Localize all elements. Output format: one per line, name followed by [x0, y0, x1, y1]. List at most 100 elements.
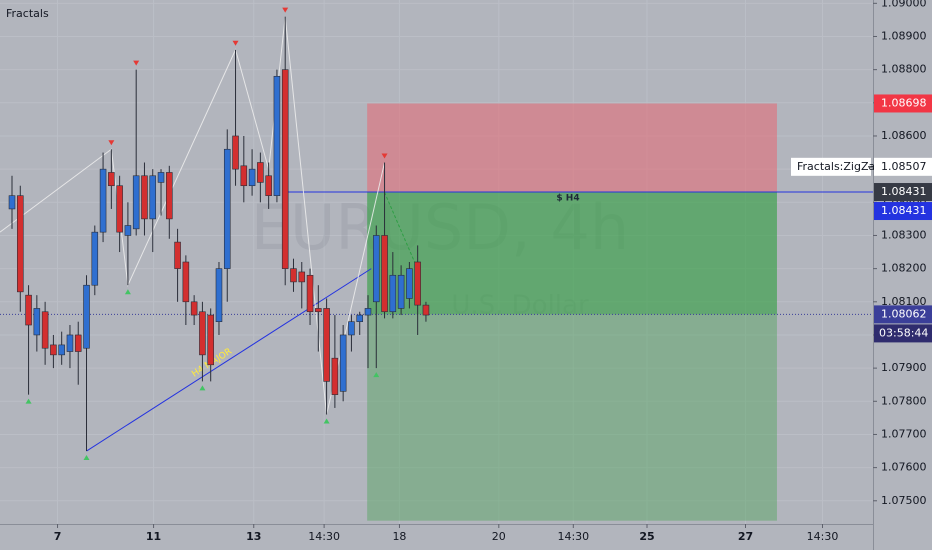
y-tick-label: 1.08600	[881, 129, 927, 142]
candle-body	[25, 294, 32, 326]
x-tick-label: 7	[54, 530, 62, 543]
candle-body	[207, 314, 214, 366]
candle-body	[157, 172, 165, 183]
candle-body	[99, 168, 107, 233]
stop-zone	[367, 103, 777, 193]
indicator-label: Fractals	[6, 7, 49, 20]
candle-body	[108, 172, 115, 187]
y-tick-label: 1.08800	[881, 63, 927, 76]
candle-body	[124, 225, 132, 236]
x-tick-label: 18	[392, 530, 406, 543]
countdown-box	[874, 324, 932, 343]
candle-body	[265, 175, 272, 196]
candle-body	[215, 268, 223, 322]
candle-body	[182, 261, 190, 303]
y-tick-label: 1.07800	[881, 394, 927, 407]
price-axis	[873, 0, 932, 550]
fractal-low	[199, 385, 206, 391]
candle-body	[257, 162, 264, 183]
zigzag-price-label-box	[874, 157, 932, 176]
candle-body	[190, 301, 198, 316]
y-tick-label: 1.09000	[881, 0, 927, 9]
current-price-label: 1.08062	[881, 307, 927, 320]
y-tick-label: 1.07500	[881, 494, 927, 507]
y-tick-label: 1.08900	[881, 29, 927, 42]
candle-body	[356, 314, 363, 322]
stop-price-label: 1.08698	[881, 96, 927, 109]
y-tick-label: 1.07600	[881, 461, 927, 474]
candle-body	[389, 274, 397, 313]
candle-body	[364, 308, 372, 316]
candle-body	[17, 195, 24, 293]
candle-body	[33, 308, 41, 336]
x-tick-label: 11	[146, 530, 161, 543]
fractal-low	[25, 398, 32, 404]
current-price-label-box	[874, 305, 932, 324]
candle-body	[83, 284, 90, 349]
candle-body	[149, 175, 157, 220]
candle-body	[50, 344, 57, 356]
candle-body	[74, 334, 82, 352]
x-tick-label: 14:30	[308, 530, 340, 543]
candle-body	[372, 235, 380, 303]
candle-body	[306, 274, 314, 313]
candle-body	[174, 241, 181, 269]
candle-body	[323, 308, 330, 382]
x-tick-label: 14:30	[807, 530, 839, 543]
h4-price-label: 1.08431	[881, 204, 927, 217]
candle-body	[331, 357, 339, 395]
candle-body	[232, 135, 239, 170]
zigzag-line	[0, 16, 386, 415]
candle-body	[422, 304, 430, 316]
candle-body	[298, 271, 306, 283]
zigzag-price-label: 1.08507	[881, 160, 927, 173]
zigzag-name: Fractals:ZigZag	[797, 160, 882, 173]
candle-body	[132, 175, 140, 230]
candle-body	[66, 334, 74, 352]
fractal-high	[232, 40, 239, 46]
x-tick-label: 13	[246, 530, 261, 543]
candle-body	[240, 165, 248, 187]
x-tick-label: 27	[738, 530, 753, 543]
x-tick-label: 25	[639, 530, 654, 543]
x-tick-label: 20	[492, 530, 506, 543]
fractal-low	[124, 289, 131, 295]
candle-body	[339, 334, 347, 392]
candle-body	[58, 344, 65, 356]
stop-price-label-box	[874, 94, 932, 113]
candle-body	[248, 168, 256, 187]
entry-price-label-box	[874, 183, 932, 202]
y-tick-label: 1.08200	[881, 262, 927, 275]
y-tick-label: 1.07900	[881, 361, 927, 374]
fractal-low	[373, 372, 380, 378]
candle-body	[290, 268, 297, 283]
candle-body	[223, 148, 231, 269]
candle-body	[397, 274, 405, 309]
candle-body	[273, 75, 281, 196]
target-zone-rest	[367, 314, 777, 521]
y-tick-label: 1.08300	[881, 228, 927, 241]
fractal-high	[381, 153, 388, 159]
candle-body	[348, 321, 355, 336]
trendline	[86, 268, 372, 452]
fractal-low	[323, 418, 330, 424]
candle-body	[381, 235, 388, 313]
fractal-high	[133, 60, 140, 66]
candle-body	[199, 311, 206, 356]
h4-label: $ H4	[556, 194, 579, 204]
candle-body	[141, 175, 148, 220]
fractal-high	[282, 7, 289, 13]
y-tick-label: 1.07700	[881, 427, 927, 440]
zigzag-name-box	[791, 157, 871, 176]
candle-body	[166, 172, 173, 220]
countdown: 03:58:44	[879, 326, 928, 339]
candle-body	[41, 311, 49, 349]
entry-price-label: 1.08431	[881, 185, 927, 198]
candle-body	[8, 195, 16, 210]
y-tick-label: 1.08100	[881, 295, 927, 308]
candle-body	[315, 308, 322, 313]
candle-body	[91, 231, 99, 286]
fractal-low	[83, 455, 90, 461]
candle-body	[414, 261, 421, 306]
